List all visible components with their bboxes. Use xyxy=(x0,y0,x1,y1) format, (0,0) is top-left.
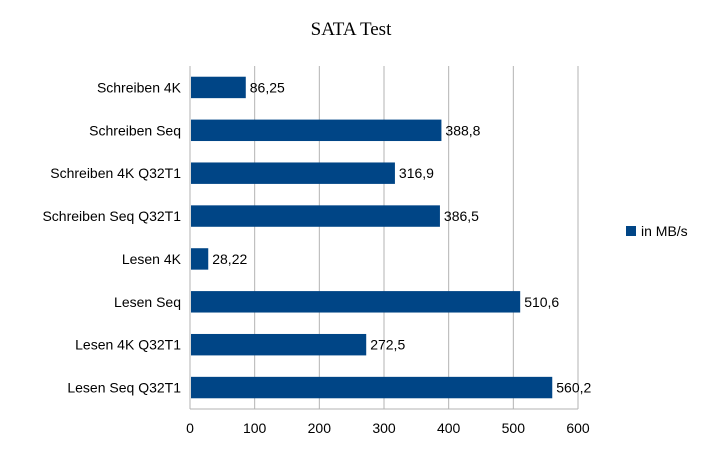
data-label: 86,25 xyxy=(250,79,285,95)
bar xyxy=(191,76,246,99)
bar xyxy=(191,333,367,356)
data-label: 316,9 xyxy=(399,165,434,181)
data-label: 510,6 xyxy=(524,294,559,310)
x-tick-label: 0 xyxy=(186,420,194,436)
legend-swatch xyxy=(626,226,636,236)
bar xyxy=(191,119,442,142)
data-label: 560,2 xyxy=(556,380,591,396)
category-label: Lesen Seq xyxy=(114,294,181,310)
bar xyxy=(191,376,553,399)
bar xyxy=(191,162,395,184)
category-label: Schreiben Seq xyxy=(89,122,181,138)
category-labels: Schreiben 4K Schreiben Seq Schreiben 4K Q3… xyxy=(42,79,181,395)
x-tick-label: 600 xyxy=(566,420,590,436)
x-tick-label: 400 xyxy=(437,420,461,436)
data-label: 386,5 xyxy=(444,208,479,224)
bars xyxy=(191,76,553,399)
x-tick-label: 500 xyxy=(502,420,526,436)
data-labels: 86,25 388,8 316,9 386,5 28,22 510,6 272,5 560,2 xyxy=(212,79,591,395)
legend: in MB/s xyxy=(626,223,688,239)
data-label: 272,5 xyxy=(370,337,405,353)
data-label: 388,8 xyxy=(445,122,480,138)
category-label: Schreiben Seq Q32T1 xyxy=(42,208,181,224)
category-label: Schreiben 4K Q32T1 xyxy=(50,165,181,181)
x-tick-label: 200 xyxy=(308,420,332,436)
bar xyxy=(191,291,521,313)
gridlines xyxy=(189,66,579,410)
legend-label: in MB/s xyxy=(641,223,688,239)
x-tick-label: 300 xyxy=(372,420,396,436)
x-tick-label: 100 xyxy=(243,420,267,436)
category-label: Lesen 4K Q32T1 xyxy=(75,337,181,353)
tick-labels: 0 100 200 300 400 500 600 xyxy=(186,420,590,436)
data-label: 28,22 xyxy=(212,251,247,267)
category-label: Lesen 4K xyxy=(122,251,182,267)
category-label: Schreiben 4K xyxy=(97,79,182,95)
chart-title: SATA Test xyxy=(311,19,392,40)
bar xyxy=(191,205,440,227)
bar xyxy=(191,248,209,270)
category-label: Lesen Seq Q32T1 xyxy=(67,380,181,396)
